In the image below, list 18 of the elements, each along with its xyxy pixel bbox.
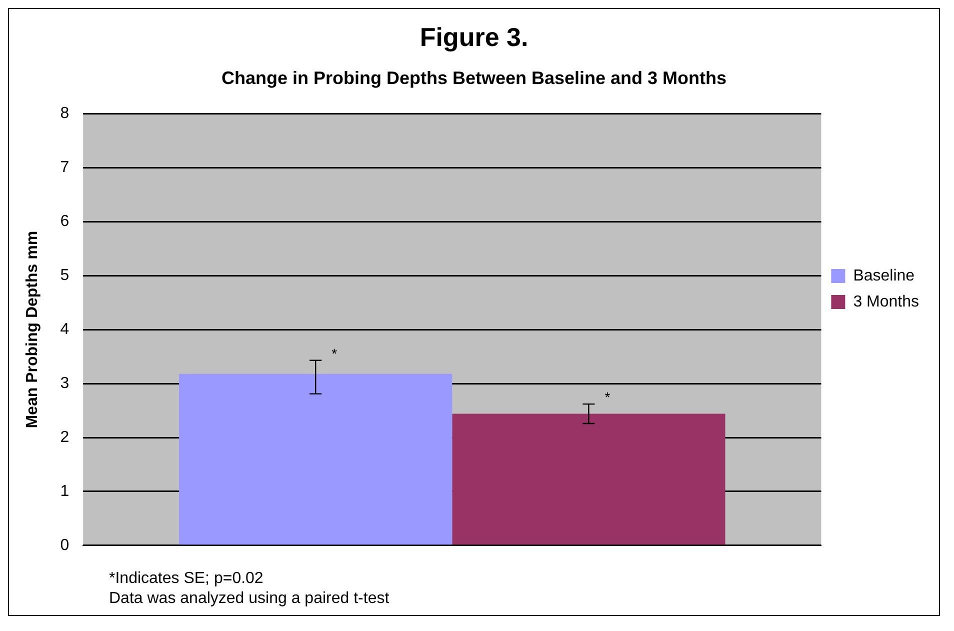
y-tick-label: 8 — [60, 105, 70, 122]
legend-label: 3 Months — [853, 293, 919, 310]
y-tick-label: 2 — [60, 428, 70, 446]
data-label: * — [332, 345, 338, 362]
y-tick-label: 6 — [60, 213, 70, 230]
y-tick-label: 7 — [60, 159, 70, 176]
text: Data was analyzed using a paired t-test — [109, 589, 390, 609]
y-tick-label: 0 — [60, 536, 70, 554]
y-axis-title: Mean Probing Depths mm — [24, 230, 42, 428]
y-tick-label: 5 — [60, 267, 70, 284]
chart-title: Figure 3. — [420, 22, 528, 52]
y-tick-label: 3 — [60, 374, 70, 392]
legend-label: Baseline — [853, 267, 915, 284]
text: *Indicates SE; p=0.02 — [109, 569, 264, 589]
y-tick-label: 4 — [60, 321, 70, 338]
chart-subtitle: Change in Probing Depths Between Baseline and 3 Months — [221, 68, 727, 88]
y-tick-label: 1 — [60, 482, 70, 500]
data-label: * — [604, 389, 611, 406]
